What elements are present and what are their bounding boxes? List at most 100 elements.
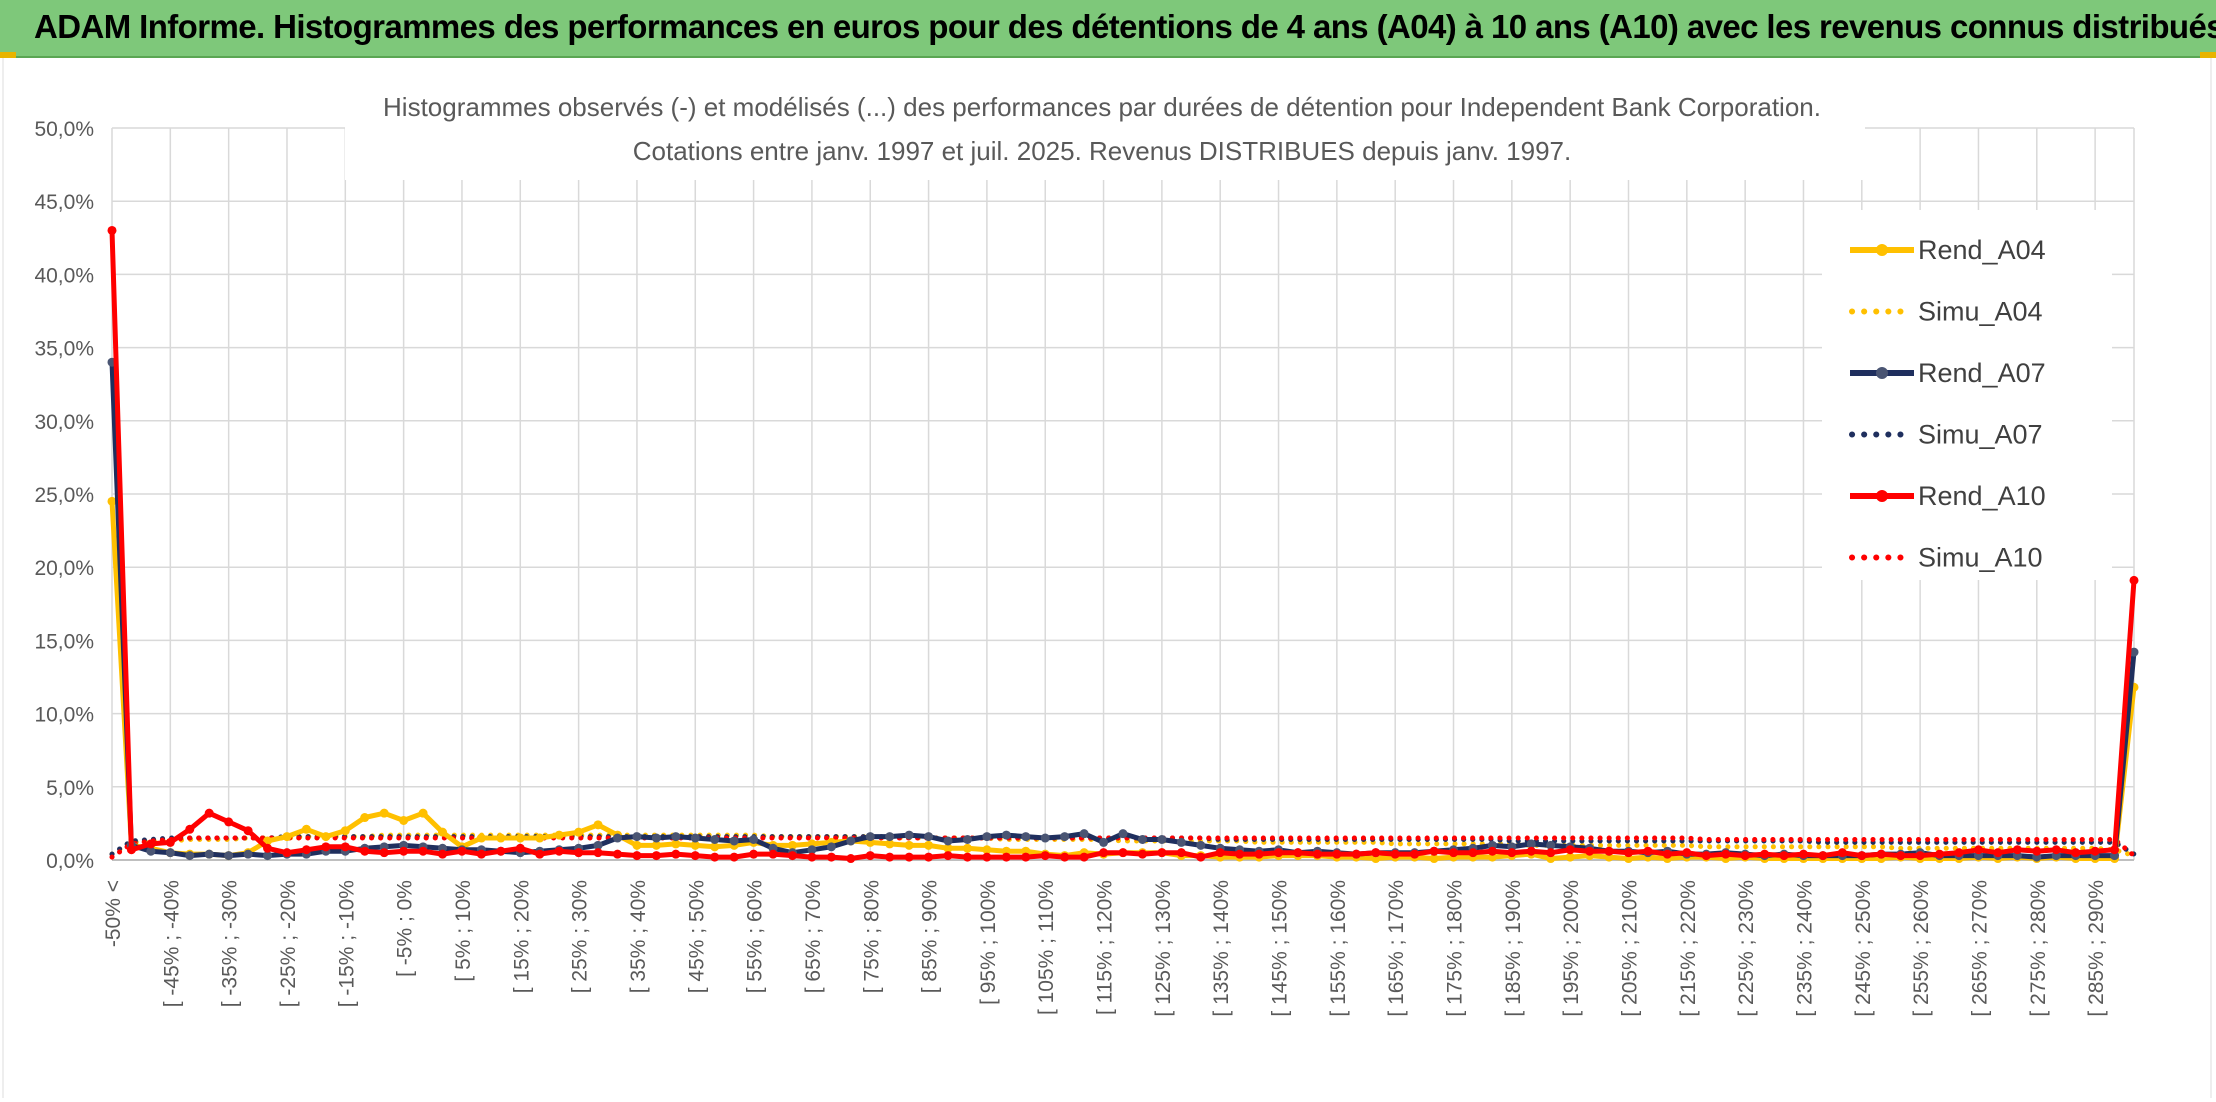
point-rend-a04 bbox=[787, 840, 797, 850]
point-rend-a10 bbox=[1449, 848, 1459, 858]
point-rend-a10 bbox=[1235, 849, 1245, 859]
point-rend-a10 bbox=[1585, 846, 1595, 856]
x-tick-label: [ 25% ; 30% bbox=[569, 880, 592, 993]
point-rend-a10 bbox=[1701, 851, 1711, 861]
point-rend-a10 bbox=[1973, 845, 1983, 855]
point-rend-a10 bbox=[1837, 848, 1847, 858]
point-rend-a10 bbox=[885, 852, 895, 862]
legend: Rend_A04 Simu_A04 Rend_A07 Simu_A07 Rend_A10… bbox=[1822, 210, 2112, 580]
point-rend-a07 bbox=[1001, 830, 1011, 840]
point-rend-a10 bbox=[865, 851, 875, 861]
point-rend-a04 bbox=[574, 827, 584, 837]
point-rend-a04 bbox=[399, 815, 409, 825]
point-rend-a10 bbox=[1857, 851, 1867, 861]
point-rend-a10 bbox=[1001, 852, 1011, 862]
point-rend-a07 bbox=[146, 846, 156, 856]
point-rend-a10 bbox=[904, 852, 914, 862]
x-tick-label: [ 85% ; 90% bbox=[919, 880, 942, 993]
chart-title: Histogrammes observés (-) et modélisés (… bbox=[383, 92, 1821, 122]
point-rend-a10 bbox=[1721, 849, 1731, 859]
point-rend-a07 bbox=[593, 840, 603, 850]
point-rend-a04 bbox=[943, 843, 953, 853]
y-tick-label: 10,0% bbox=[34, 704, 94, 727]
legend-background bbox=[1822, 210, 2112, 580]
point-rend-a07 bbox=[632, 832, 642, 842]
point-rend-a10 bbox=[1060, 852, 1070, 862]
x-tick-label: [ 65% ; 70% bbox=[802, 880, 825, 993]
point-rend-a10 bbox=[1176, 848, 1186, 858]
y-tick-label: 50,0% bbox=[34, 118, 94, 141]
point-rend-a10 bbox=[1312, 849, 1322, 859]
point-rend-a10 bbox=[126, 845, 136, 855]
point-rend-a10 bbox=[1876, 849, 1886, 859]
legend-marker-rend-a10 bbox=[1876, 490, 1888, 502]
point-rend-a10 bbox=[107, 225, 117, 235]
point-rend-a10 bbox=[1099, 848, 1109, 858]
x-tick-label: [ -5% ; 0% bbox=[394, 880, 417, 977]
point-rend-a04 bbox=[438, 827, 448, 837]
point-rend-a10 bbox=[2071, 848, 2081, 858]
point-rend-a10 bbox=[535, 849, 545, 859]
x-tick-label: [ 195% ; 200% bbox=[1560, 880, 1583, 1017]
x-tick-label: [ 155% ; 160% bbox=[1327, 880, 1350, 1017]
point-rend-a07 bbox=[982, 832, 992, 842]
y-tick-label: 15,0% bbox=[34, 630, 94, 653]
point-rend-a10 bbox=[1021, 852, 1031, 862]
point-rend-a10 bbox=[1643, 846, 1653, 856]
point-rend-a10 bbox=[1896, 851, 1906, 861]
x-tick-label: [ -15% ; -10% bbox=[335, 880, 358, 1007]
point-rend-a04 bbox=[535, 833, 545, 843]
x-tick-label: [ 185% ; 190% bbox=[1502, 880, 1525, 1017]
point-rend-a10 bbox=[807, 852, 817, 862]
point-rend-a10 bbox=[1293, 848, 1303, 858]
point-rend-a04 bbox=[515, 833, 525, 843]
point-rend-a10 bbox=[1507, 848, 1517, 858]
point-rend-a07 bbox=[924, 832, 934, 842]
point-rend-a07 bbox=[690, 833, 700, 843]
point-rend-a04 bbox=[418, 808, 428, 818]
point-rend-a04 bbox=[632, 840, 642, 850]
point-rend-a10 bbox=[2032, 846, 2042, 856]
point-rend-a10 bbox=[1157, 848, 1167, 858]
point-rend-a10 bbox=[1118, 848, 1128, 858]
x-tick-label: [ 115% ; 120% bbox=[1094, 880, 1117, 1015]
x-tick-label: [ 145% ; 150% bbox=[1269, 880, 1292, 1017]
point-rend-a10 bbox=[282, 848, 292, 858]
point-rend-a07 bbox=[1040, 833, 1050, 843]
x-tick-label: [ 75% ; 80% bbox=[860, 880, 883, 993]
point-rend-a10 bbox=[301, 845, 311, 855]
y-tick-label: 40,0% bbox=[34, 264, 94, 287]
x-tick-label: [ 45% ; 50% bbox=[685, 880, 708, 993]
point-rend-a07 bbox=[710, 835, 720, 845]
point-rend-a07 bbox=[165, 848, 175, 858]
point-rend-a04 bbox=[1565, 852, 1575, 862]
point-rend-a10 bbox=[1196, 852, 1206, 862]
point-rend-a07 bbox=[1176, 837, 1186, 847]
x-tick-label: [ 285% ; 290% bbox=[2085, 880, 2108, 1017]
point-rend-a10 bbox=[846, 854, 856, 864]
y-tick-label: 5,0% bbox=[46, 777, 94, 800]
point-rend-a10 bbox=[1468, 848, 1478, 858]
point-rend-a10 bbox=[379, 848, 389, 858]
point-rend-a04 bbox=[924, 840, 934, 850]
point-rend-a07 bbox=[1021, 832, 1031, 842]
y-tick-label: 45,0% bbox=[34, 191, 94, 214]
point-rend-a07 bbox=[943, 836, 953, 846]
point-rend-a10 bbox=[1662, 849, 1672, 859]
x-tick-label: [ 5% ; 10% bbox=[452, 880, 475, 982]
y-tick-label: 35,0% bbox=[34, 338, 94, 361]
grid bbox=[111, 127, 2135, 861]
point-rend-a10 bbox=[1818, 851, 1828, 861]
point-rend-a04 bbox=[671, 839, 681, 849]
point-rend-a04 bbox=[651, 840, 661, 850]
point-rend-a10 bbox=[1410, 849, 1420, 859]
x-tick-label: -50% < bbox=[102, 880, 125, 947]
x-tick-label: [ 105% ; 110% bbox=[1035, 880, 1058, 1015]
legend-marker-rend-a07 bbox=[1876, 367, 1888, 379]
point-rend-a07 bbox=[1099, 837, 1109, 847]
legend-marker-rend-a04 bbox=[1876, 244, 1888, 256]
point-rend-a07 bbox=[1118, 829, 1128, 839]
x-tick-label: [ 175% ; 180% bbox=[1444, 880, 1467, 1017]
point-rend-a04 bbox=[107, 496, 117, 506]
point-rend-a04 bbox=[885, 839, 895, 849]
